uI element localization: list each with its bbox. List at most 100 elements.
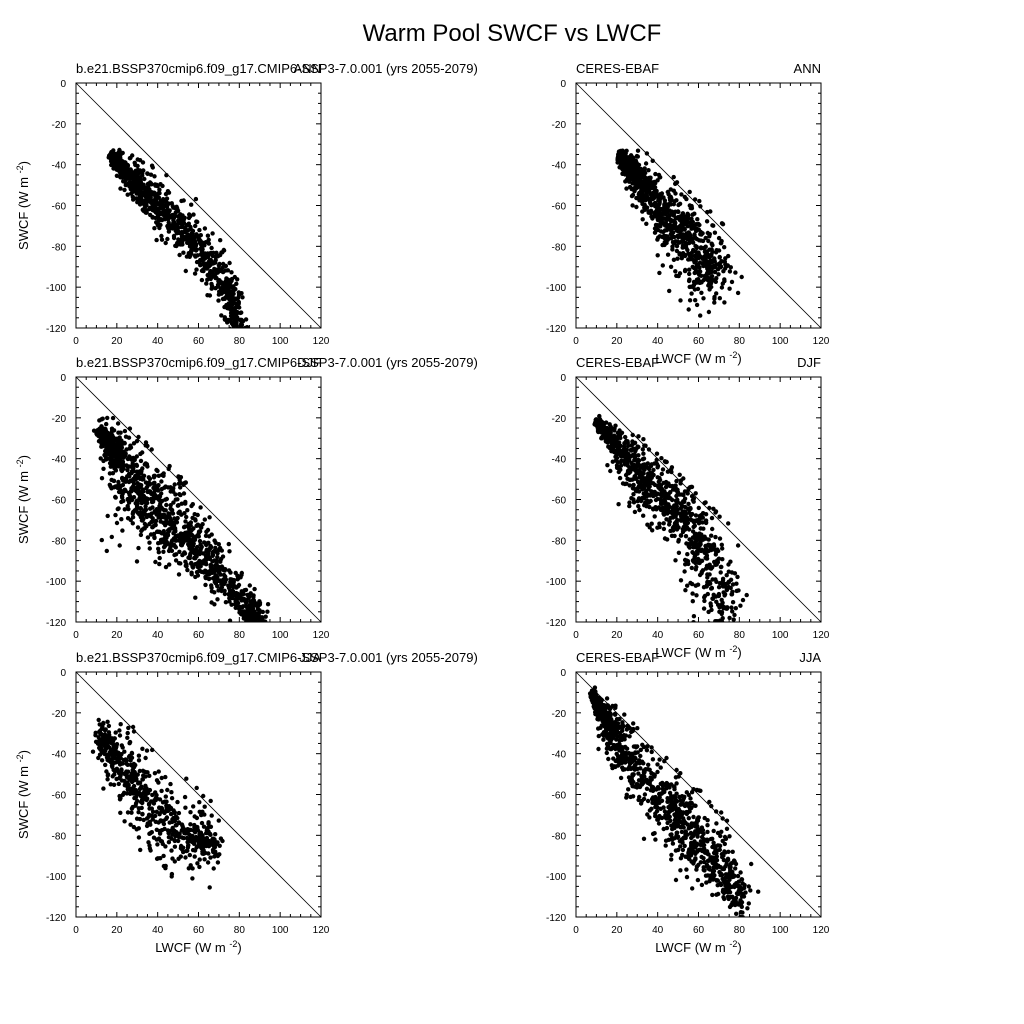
scatter-point — [724, 573, 729, 578]
scatter-point — [252, 599, 257, 604]
scatter-point — [185, 508, 190, 513]
scatter-point — [228, 283, 233, 289]
scatter-point — [645, 522, 650, 527]
scatter-point — [727, 286, 732, 291]
scatter-point — [117, 174, 123, 179]
scatter-point — [221, 581, 226, 586]
scatter-point — [644, 504, 649, 509]
scatter-point — [593, 420, 598, 425]
scatter-point — [197, 538, 203, 544]
scatter-point — [110, 153, 115, 158]
scatter-point — [188, 822, 193, 827]
scatter-point — [236, 329, 240, 333]
scatter-point — [141, 817, 146, 823]
scatter-point — [701, 606, 707, 611]
scatter-point — [113, 512, 118, 518]
scatter-point — [135, 481, 140, 486]
scatter-point — [663, 211, 668, 217]
scatter-point — [721, 582, 726, 587]
x-axis-title: LWCF (W m -2) — [655, 644, 742, 660]
scatter-point — [233, 329, 237, 333]
scatter-point — [668, 264, 674, 269]
scatter-point — [150, 204, 155, 209]
scatter-point — [705, 575, 710, 580]
scatter-point — [719, 259, 724, 264]
scatter-point — [209, 532, 214, 537]
scatter-point — [168, 811, 174, 817]
scatter-point — [257, 610, 262, 616]
panel-season-label: JJA — [299, 650, 321, 665]
scatter-point — [104, 457, 109, 462]
scatter-point — [227, 326, 233, 328]
scatter-point — [667, 288, 672, 294]
scatter-point — [215, 597, 220, 602]
scatter-point — [161, 520, 166, 525]
scatter-point — [207, 270, 213, 276]
scatter-point — [138, 497, 143, 503]
scatter-point — [716, 272, 721, 277]
scatter-point — [140, 160, 146, 165]
scatter-point — [622, 172, 628, 177]
scatter-point — [649, 491, 655, 496]
scatter-point — [98, 456, 103, 461]
scatter-point — [698, 246, 704, 251]
scatter-point — [148, 172, 154, 177]
y-tick-label: -60 — [552, 202, 567, 213]
scatter-point — [641, 471, 646, 476]
x-tick-label: 100 — [772, 336, 789, 347]
scatter-point — [140, 450, 145, 455]
scatter-point — [159, 498, 165, 504]
scatter-point — [186, 215, 192, 221]
x-tick-label: 40 — [652, 336, 664, 347]
scatter-point — [217, 289, 222, 294]
scatter-point — [624, 440, 629, 445]
scatter-point — [159, 775, 164, 781]
scatter-point — [210, 553, 215, 558]
scatter-point — [728, 585, 733, 591]
scatter-point — [667, 519, 672, 524]
y-tick-label: -120 — [546, 618, 566, 629]
scatter-point — [633, 468, 638, 473]
scatter-point — [717, 514, 722, 519]
scatter-point — [713, 509, 719, 514]
scatter-point — [167, 528, 172, 534]
y-tick-label: -40 — [552, 455, 567, 466]
scatter-point — [101, 786, 106, 791]
scatter-point — [675, 491, 680, 496]
scatter-point — [171, 489, 176, 494]
scatter-point — [712, 230, 718, 235]
scatter-point — [214, 253, 219, 258]
scatter-point — [201, 793, 206, 799]
scatter-point — [91, 428, 97, 433]
scatter-point — [230, 584, 236, 590]
scatter-point — [639, 171, 644, 176]
scatter-point — [682, 520, 687, 525]
scatter-point — [718, 264, 724, 269]
scatter-point — [204, 569, 210, 575]
scatter-point — [125, 467, 130, 473]
scatter-point — [168, 485, 173, 490]
scatter-point — [202, 517, 207, 522]
x-tick-label: 0 — [573, 336, 579, 347]
scatter-point — [148, 532, 154, 537]
scatter-point — [601, 425, 606, 430]
scatter-point — [159, 479, 164, 484]
scatter-point — [687, 543, 692, 548]
scatter-point — [626, 165, 631, 170]
scatter-point — [249, 615, 254, 620]
scatter-point — [703, 512, 709, 517]
scatter-point — [142, 198, 147, 204]
scatter-point — [723, 626, 727, 630]
scatter-point — [172, 552, 177, 558]
scatter-point — [182, 524, 188, 529]
scatter-point — [154, 467, 159, 473]
scatter-point — [249, 630, 253, 634]
scatter-point — [111, 157, 116, 163]
scatter-point — [637, 507, 642, 513]
scatter-point — [161, 471, 166, 476]
scatter-point — [193, 196, 199, 202]
scatter-point — [627, 465, 632, 470]
scatter-point — [704, 219, 710, 224]
scatter-point — [702, 593, 708, 599]
